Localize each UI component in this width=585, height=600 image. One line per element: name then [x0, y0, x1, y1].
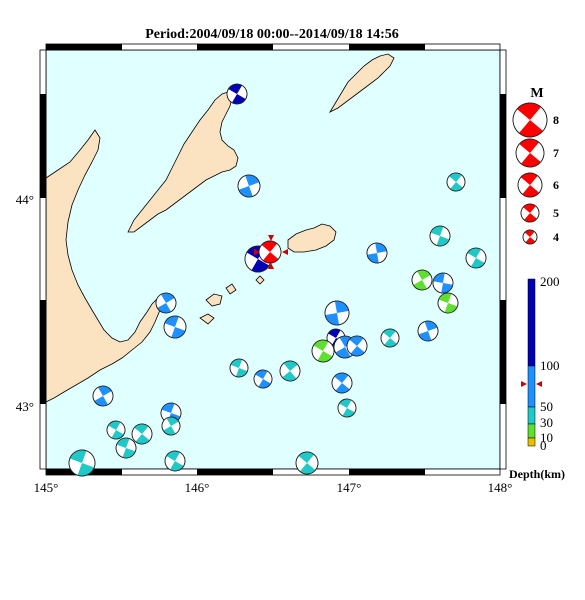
- lat-tick-43: 43°: [16, 399, 34, 414]
- depth-tick-10: 10: [540, 430, 553, 445]
- earthquake-1: [237, 174, 261, 198]
- earthquake-25: [106, 420, 126, 440]
- frame-ticks: [39, 43, 507, 476]
- land-shikotan: [287, 223, 337, 253]
- main-event-markers: [254, 235, 288, 269]
- depth-scale: 200 100 50 30 10 0 Depth(km): [509, 274, 565, 481]
- earthquake-main: [258, 240, 282, 264]
- earthquake-18: [229, 358, 249, 378]
- earthquake-0: [226, 83, 248, 105]
- earthquake-22: [92, 385, 114, 407]
- earthquake-9: [155, 292, 177, 314]
- earthquake-2: [446, 172, 466, 192]
- depth-tick-50: 50: [540, 399, 553, 414]
- land-kunashiri: [127, 91, 239, 233]
- earthquake-30: [164, 450, 186, 472]
- lat-tick-44: 44°: [16, 192, 34, 207]
- depth-tick-200: 200: [540, 274, 560, 289]
- depth-tick-100: 100: [540, 358, 560, 373]
- magnitude-label-8: 8: [553, 113, 559, 127]
- magnitude-label-7: 7: [553, 146, 559, 160]
- depth-tick-30: 30: [540, 415, 553, 430]
- depth-marker-left: [521, 381, 527, 387]
- magnitude-ball-mag-7: [515, 138, 545, 168]
- map-frame: [39, 43, 507, 476]
- land-iturup: [328, 53, 395, 113]
- earthquake-4: [465, 247, 487, 269]
- earthquake-events: [68, 83, 487, 477]
- magnitude-ball-mag-8: [512, 102, 548, 138]
- earthquake-16: [346, 335, 368, 357]
- depth-bar-30: [527, 423, 536, 439]
- earthquake-13: [417, 320, 439, 342]
- lon-tick-147: 147°: [337, 480, 362, 495]
- land-habomai: [199, 255, 265, 325]
- earthquake-19: [253, 369, 273, 389]
- earthquake-28: [115, 437, 137, 459]
- earthquake-10: [163, 315, 187, 339]
- red-triangle-left: [254, 249, 260, 255]
- magnitude-legend: M 8 7 6 5 4: [512, 86, 559, 245]
- lon-tick-148: 148°: [488, 480, 513, 495]
- earthquake-26: [161, 416, 181, 436]
- earthquake-17: [311, 339, 335, 363]
- magnitude-legend-heading: M: [530, 86, 543, 101]
- depth-bar-200: [527, 278, 536, 367]
- earthquake-6: [432, 272, 454, 294]
- magnitude-label-5: 5: [553, 206, 559, 220]
- earthquake-11: [324, 300, 350, 326]
- earthquake-27: [131, 423, 153, 445]
- magnitude-label-4: 4: [553, 230, 559, 244]
- red-triangle-right: [282, 249, 288, 255]
- red-triangle-bottom: [268, 263, 274, 269]
- red-triangle-top: [268, 235, 274, 241]
- earthquake-12: [380, 328, 400, 348]
- magnitude-label-6: 6: [553, 178, 559, 192]
- earthquake-29: [68, 449, 96, 477]
- map-title: Period:2004/09/18 00:00--2014/09/18 14:5…: [145, 27, 399, 42]
- depth-bar-100: [527, 365, 536, 408]
- magnitude-ball-mag-4: [522, 229, 538, 245]
- earthquake-8: [437, 292, 459, 314]
- depth-marker-right: [536, 381, 542, 387]
- earthquake-3: [429, 225, 451, 247]
- earthquake-31: [295, 451, 319, 475]
- lon-tick-146: 146°: [185, 480, 210, 495]
- depth-bar-50: [527, 406, 536, 425]
- land-hokkaido: [45, 129, 164, 403]
- earthquake-7: [411, 269, 433, 291]
- earthquake-5: [366, 242, 388, 264]
- earthquake-23: [337, 398, 357, 418]
- depth-bar-10: [527, 437, 536, 447]
- lon-tick-145: 145°: [34, 480, 59, 495]
- magnitude-ball-mag-5: [520, 203, 540, 223]
- earthquake-20: [279, 360, 301, 382]
- depth-tick-0: 0: [540, 438, 547, 453]
- depth-scale-label: Depth(km): [509, 467, 565, 481]
- magnitude-ball-mag-6: [517, 172, 543, 198]
- earthquake-21: [331, 372, 353, 394]
